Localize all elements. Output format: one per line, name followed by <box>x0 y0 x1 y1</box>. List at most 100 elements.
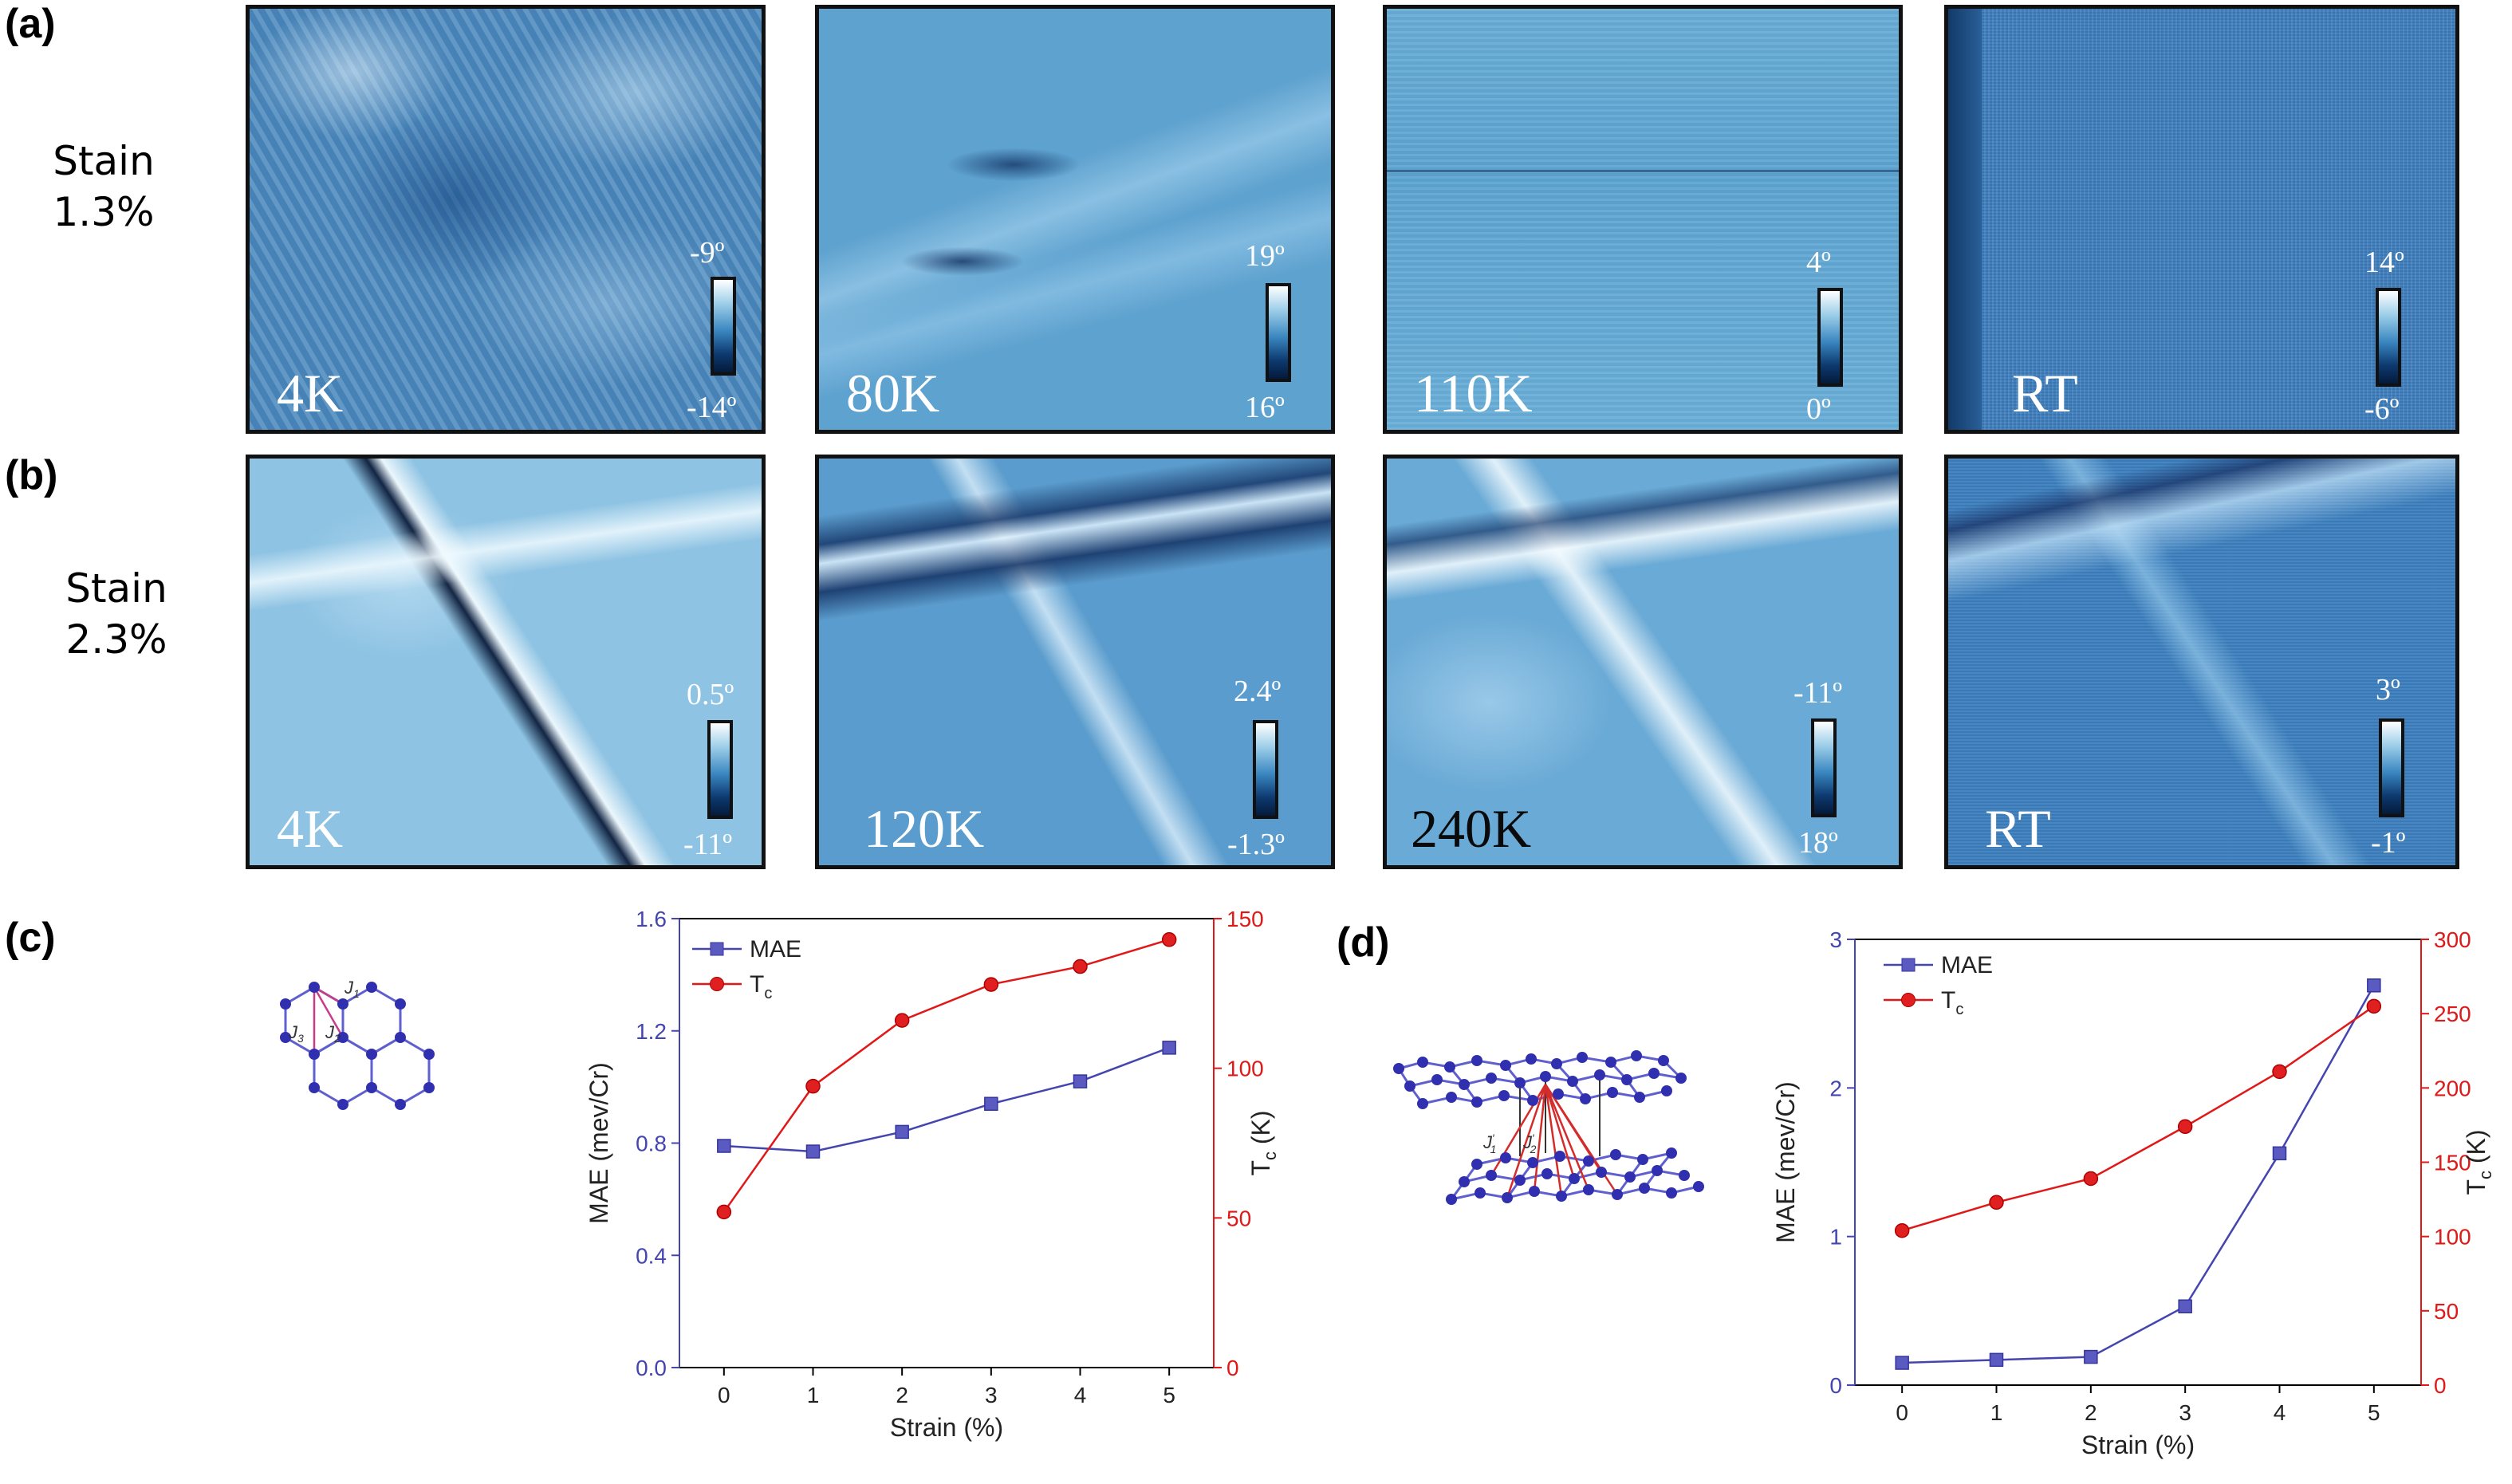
y2-tick-label: 150 <box>1226 907 1264 931</box>
data-point-tc <box>2177 1119 2193 1135</box>
legend-label: MAE <box>1941 952 1993 978</box>
chart-c-mae-tc-vs-strain: 0 1 2 3 4 5 0.0 0.4 0.8 1.2 1.6 0 50 100 150 Strain (%)… <box>585 907 1276 1442</box>
data-point-mae <box>2367 978 2381 993</box>
temperature-label: 80K <box>846 363 940 423</box>
y2-tick-label: 250 <box>2434 1002 2471 1026</box>
panel-label-a: (a) <box>5 1 56 47</box>
image-a-110k: 110K 4º 0º <box>1383 5 1903 434</box>
colorbar-min-label: -14º <box>687 391 737 424</box>
data-point-mae <box>717 1139 731 1153</box>
panel-label-b: (b) <box>5 452 58 498</box>
temperature-label: 4K <box>277 798 344 859</box>
image-b-4k: 4K 0.5º -11º <box>246 455 766 869</box>
panel-label-c: (c) <box>5 915 56 961</box>
bilayer-lattice-diagram: J′ 1 J′ 2 <box>1393 1050 1704 1205</box>
image-b-rt: RT 3º -1º <box>1944 455 2459 869</box>
j2-label: J2 <box>325 1022 341 1045</box>
y2-tick-label: 0 <box>1226 1356 1239 1380</box>
data-point-tc <box>894 1013 910 1028</box>
data-point-mae <box>2178 1299 2192 1313</box>
colorbar <box>1817 288 1843 387</box>
y2-tick-label: 300 <box>2434 927 2471 952</box>
x-axis-label: Strain (%) <box>890 1413 1003 1442</box>
colorbar <box>2376 288 2401 387</box>
j3-label: J3 <box>288 1022 304 1045</box>
colorbar <box>1253 720 1278 819</box>
y-tick-label: 1.6 <box>636 907 667 931</box>
data-point-mae <box>1895 1356 1909 1370</box>
colorbar-min-label: 0º <box>1806 392 1831 426</box>
temperature-label: 4K <box>277 363 344 423</box>
colorbar-min-label: -1.3º <box>1227 828 1285 861</box>
scan-line <box>1387 170 1899 172</box>
y2-tick-label: 50 <box>1226 1206 1251 1230</box>
y2-tick-label: 200 <box>2434 1076 2471 1100</box>
colorbar-max-label: -9º <box>690 236 725 270</box>
y-tick-label: 0.0 <box>636 1356 667 1380</box>
series-line-t <box>1901 1005 2375 1232</box>
data-point-mae <box>1989 1352 2004 1368</box>
x-tick-label: 5 <box>1163 1383 1175 1407</box>
colorbar-max-label: -11º <box>1793 676 1843 710</box>
x-tick-label: 2 <box>896 1383 908 1407</box>
row-b-strain-label: Stain 2.3% <box>37 563 196 665</box>
colorbar-min-label: 18º <box>1798 826 1838 860</box>
row-a-label-value: 1.3% <box>53 189 155 235</box>
temperature-label: RT <box>1985 798 2051 859</box>
y-axis-label: MAE (mev/Cr) <box>1771 1081 1800 1243</box>
legend-marker <box>710 977 724 991</box>
data-point-tc <box>2366 998 2382 1014</box>
series-line-mae <box>1902 985 2375 1364</box>
y-tick-label: 0 <box>1829 1373 1842 1398</box>
y2-axis-label: Tc (K) <box>2462 1129 2495 1195</box>
colorbar <box>1266 283 1291 382</box>
row-b-label-word: Stain <box>65 565 167 612</box>
y-tick-label: 1 <box>1829 1225 1842 1250</box>
data-point-tc <box>2083 1171 2099 1187</box>
y-tick-label: 3 <box>1829 927 1842 952</box>
data-point-mae <box>1073 1074 1088 1088</box>
y2-axis-label: Tc (K) <box>1246 1110 1276 1175</box>
colorbar-max-label: 2.4º <box>1234 675 1282 708</box>
colorbar-max-label: 0.5º <box>687 678 734 711</box>
legend-label: Tc <box>1941 987 1963 1018</box>
image-a-4k: 4K -9º -14º <box>246 5 766 434</box>
colorbar-min-label: 16º <box>1245 391 1285 424</box>
temperature-label: 120K <box>864 798 985 859</box>
colorbar-max-label: 4º <box>1806 246 1831 279</box>
y2-tick-label: 100 <box>1226 1057 1264 1081</box>
x-tick-label: 3 <box>2179 1400 2191 1425</box>
colorbar <box>1811 718 1837 817</box>
data-point-mae <box>805 1144 821 1159</box>
x-tick-label: 1 <box>1990 1400 2003 1425</box>
series-line-t <box>722 939 1170 1213</box>
data-point-tc <box>716 1204 732 1220</box>
colorbar <box>707 720 733 819</box>
y-tick-label: 2 <box>1829 1076 1842 1100</box>
temperature-label: RT <box>2012 363 2078 423</box>
image-a-rt: RT 14º -6º <box>1944 5 2459 434</box>
series-line-mae <box>723 1046 1170 1153</box>
j2-prime-label: J′ 2 <box>1522 1132 1537 1155</box>
image-b-240k: 240K -11º 18º <box>1383 455 1903 869</box>
x-tick-label: 0 <box>1896 1400 1908 1425</box>
data-point-tc <box>983 977 999 992</box>
x-tick-label: 4 <box>1074 1383 1087 1407</box>
data-point-tc <box>1894 1222 1910 1238</box>
image-a-80k: 80K 19º 16º <box>815 5 1335 434</box>
y2-tick-label: 50 <box>2434 1299 2459 1324</box>
row-a-label-word: Stain <box>53 138 155 184</box>
data-point-mae <box>895 1124 909 1140</box>
x-axis-label: Strain (%) <box>2081 1431 2195 1459</box>
colorbar-min-label: -1º <box>2371 826 2406 860</box>
y2-tick-label: 0 <box>2434 1373 2447 1398</box>
data-point-mae <box>2084 1349 2098 1364</box>
j1-prime-label: J′ 1 <box>1482 1132 1496 1155</box>
colorbar-max-label: 3º <box>2376 673 2400 707</box>
colorbar <box>711 277 736 376</box>
colorbar <box>2379 718 2404 817</box>
data-point-mae <box>2272 1146 2287 1161</box>
x-tick-label: 3 <box>985 1383 998 1407</box>
colorbar-max-label: 19º <box>1245 239 1285 273</box>
